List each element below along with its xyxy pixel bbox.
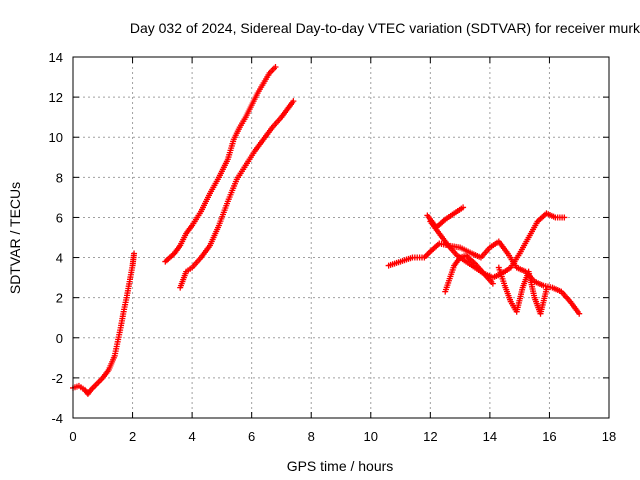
data-point	[561, 214, 568, 221]
x-tick-label: 4	[188, 429, 195, 444]
data-point	[543, 286, 550, 293]
data-point	[489, 280, 496, 287]
y-tick-label: -2	[51, 371, 63, 386]
x-tick-label: 14	[483, 429, 497, 444]
y-tick-label: 2	[56, 291, 63, 306]
x-tick-label: 12	[423, 429, 437, 444]
x-axis-title: GPS time / hours	[287, 458, 394, 474]
y-tick-label: -4	[51, 411, 63, 426]
y-axis-title: SDTVAR / TECUs	[7, 182, 23, 294]
series-arc-4	[385, 238, 583, 317]
data-points	[70, 64, 583, 397]
plot-frame	[72, 56, 610, 419]
x-tick-label: 8	[308, 429, 315, 444]
series-arc-8	[495, 264, 550, 317]
x-tick-label: 2	[129, 429, 136, 444]
data-point	[272, 64, 279, 71]
y-tick-label: 14	[49, 50, 63, 65]
y-tick-label: 4	[56, 251, 63, 266]
series-arc-2	[162, 64, 279, 265]
data-point	[131, 250, 138, 257]
data-point	[460, 204, 467, 211]
y-tick-labels: -4 -2 0 2 4 6 8 10 12 14	[49, 50, 63, 426]
y-tick-label: 0	[56, 331, 63, 346]
x-tick-label: 6	[248, 429, 255, 444]
y-tick-label: 12	[49, 90, 63, 105]
y-tick-label: 6	[56, 210, 63, 225]
chart-title: Day 032 of 2024, Sidereal Day-to-day VTE…	[130, 20, 640, 36]
x-tick-label: 16	[542, 429, 556, 444]
series-arc-1	[70, 250, 138, 397]
x-tick-label: 0	[69, 429, 76, 444]
data-point	[576, 310, 583, 317]
x-tick-label: 18	[602, 429, 616, 444]
y-tick-label: 10	[49, 130, 63, 145]
y-tick-label: 8	[56, 170, 63, 185]
data-point	[290, 98, 297, 105]
x-tick-labels: 0 2 4 6 8 10 12 14 16 18	[69, 429, 616, 444]
x-tick-label: 10	[364, 429, 378, 444]
series-arc-3	[177, 98, 297, 291]
